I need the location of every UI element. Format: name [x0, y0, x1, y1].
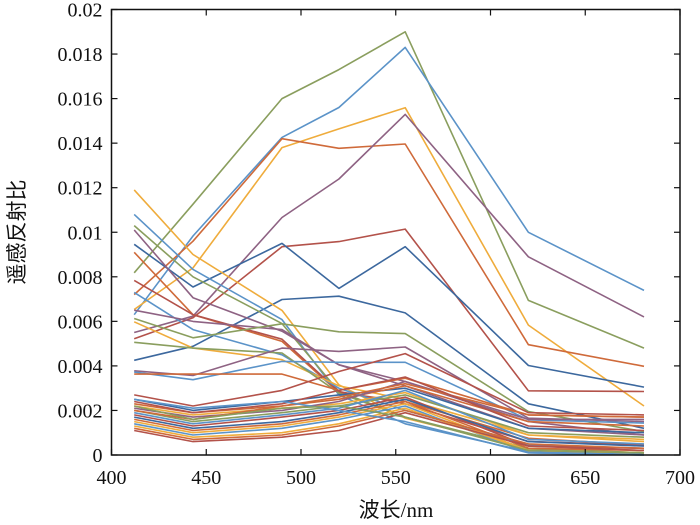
- series-line-4: [133, 137, 645, 368]
- x-tick-label: 550: [381, 467, 411, 489]
- x-tick-label: 400: [97, 467, 127, 489]
- axis-ticks: [110, 8, 681, 456]
- y-tick-label: 0.016: [58, 89, 103, 111]
- y-tick-label: 0.014: [58, 133, 103, 155]
- series-lines: [133, 30, 645, 456]
- series-line-41: [134, 405, 645, 454]
- series-line-20: [134, 346, 645, 423]
- y-tick-label: 0.008: [58, 267, 103, 289]
- series-line-32: [134, 400, 645, 452]
- series-line-5: [133, 113, 645, 334]
- y-tick-label: 0.012: [58, 178, 103, 200]
- x-tick-label: 700: [665, 467, 695, 489]
- series-line-26: [134, 391, 645, 441]
- y-tick-label: 0.002: [58, 400, 103, 422]
- x-tick-label: 450: [191, 467, 221, 489]
- x-tick-labels: 400 450 500 550 600 650 700: [97, 467, 696, 489]
- y-tick-label: 0.01: [68, 222, 103, 244]
- y-tick-label: 0.006: [58, 311, 103, 333]
- series-line-27: [134, 380, 644, 421]
- series-line-23: [134, 352, 645, 416]
- x-axis-label: 波长/nm: [359, 498, 434, 522]
- series-line-6: [133, 228, 645, 393]
- series-line-39: [134, 376, 645, 432]
- y-axis-label: 遥感反射比: [5, 180, 29, 285]
- series-line-29: [134, 389, 645, 445]
- series-line-40: [134, 398, 645, 456]
- series-line-8: [134, 295, 645, 430]
- y-tick-label: 0.02: [68, 0, 103, 22]
- y-tick-labels: 0 0.002 0.004 0.006 0.008 0.01 0.012 0.014 0.016…: [58, 0, 103, 467]
- series-line-1: [133, 30, 645, 349]
- series-line-3: [133, 106, 645, 407]
- y-tick-label: 0.004: [58, 356, 103, 378]
- series-line-24: [134, 387, 645, 434]
- x-tick-label: 600: [476, 467, 506, 489]
- series-line-2: [133, 46, 645, 316]
- series-line-37: [134, 411, 645, 452]
- series-line-7: [133, 242, 645, 388]
- series-line-36: [134, 409, 645, 450]
- series-line-15: [133, 291, 645, 450]
- y-tick-label: 0: [93, 445, 103, 467]
- x-tick-label: 650: [570, 467, 600, 489]
- series-line-31: [134, 398, 645, 447]
- series-line-17: [133, 317, 645, 433]
- y-tick-label: 0.018: [58, 44, 103, 66]
- x-tick-label: 500: [286, 467, 316, 489]
